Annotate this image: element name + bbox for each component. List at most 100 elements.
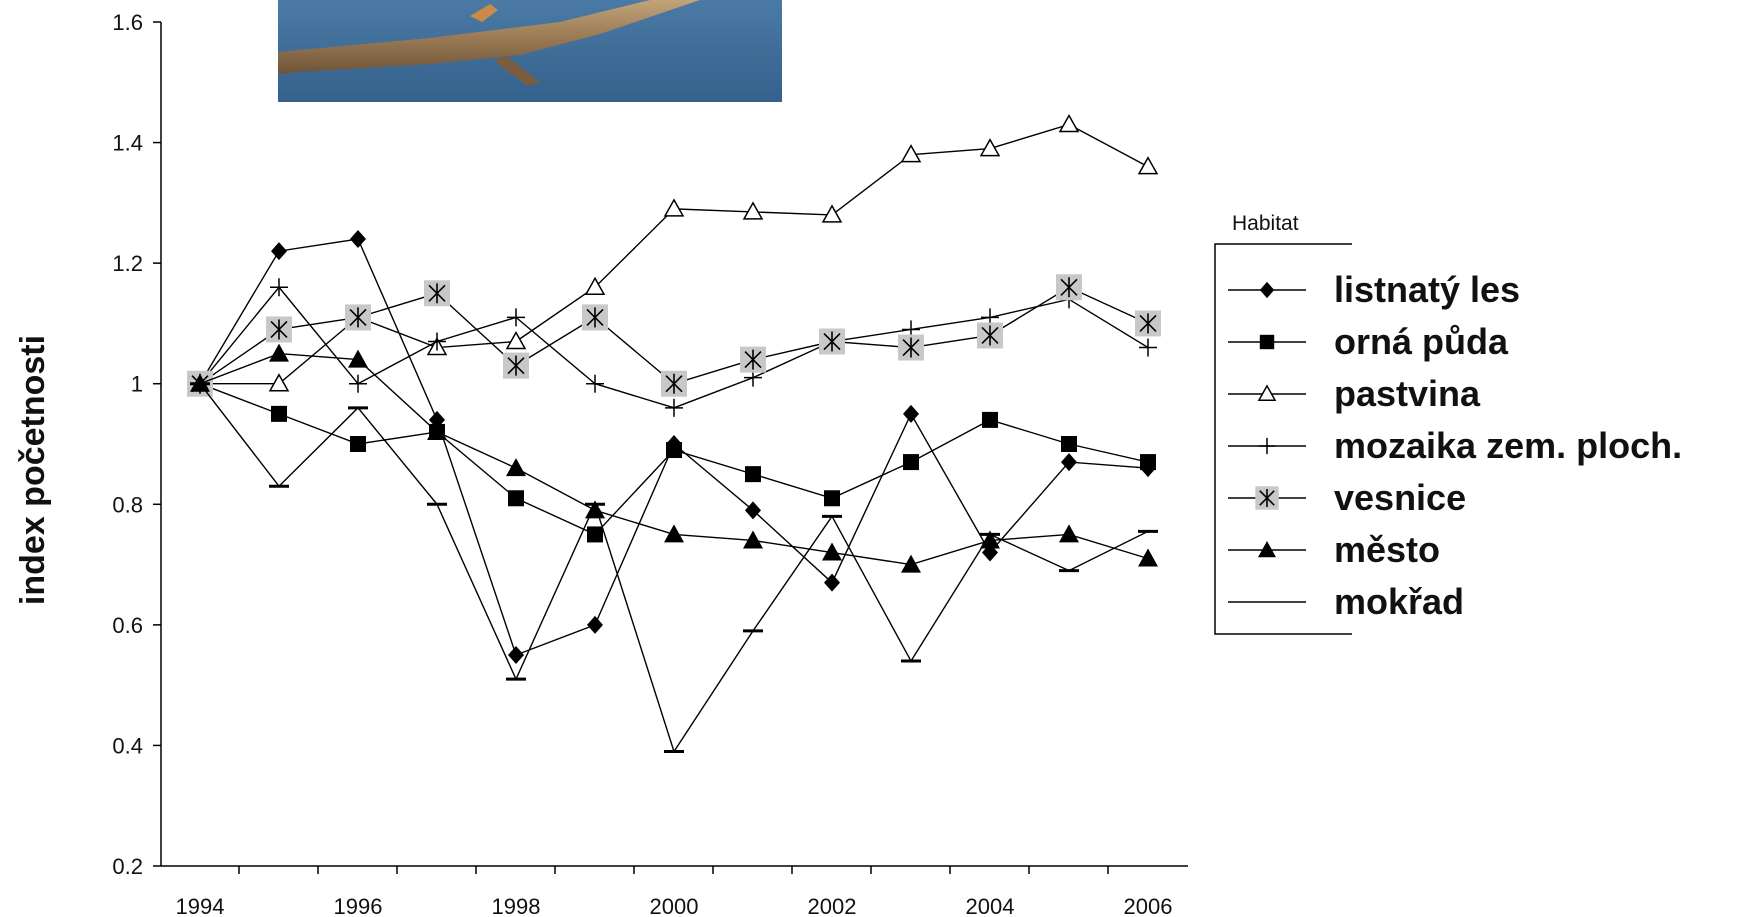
data-point [824,490,840,507]
x-tick-label: 2004 [966,894,1015,917]
data-point [1061,453,1077,472]
data-point [1139,338,1157,357]
data-point [508,490,524,507]
data-point [665,398,683,417]
legend-label: mokřad [1334,581,1464,622]
series-2 [189,113,1159,392]
y-tick-label: 0.8 [112,492,143,517]
legend-marker [1259,281,1275,299]
data-point [582,304,608,331]
legend-marker [1258,541,1276,558]
series-1 [192,375,1156,543]
series-6 [190,382,1158,754]
data-point [901,554,921,573]
data-point [269,343,289,362]
data-point [270,278,288,297]
x-tick-label: 1996 [334,894,383,917]
data-point [271,405,287,422]
data-point [427,421,447,440]
y-tick-label: 1 [131,372,143,397]
legend-title: Habitat [1232,212,1299,235]
data-point [587,615,603,634]
data-point [350,230,366,249]
x-tick-label: 2000 [650,894,699,917]
y-tick-label: 0.2 [112,854,143,879]
legend-label: pastvina [1334,373,1481,414]
data-point [1138,548,1158,567]
legend-marker [1255,486,1279,510]
series-layer [187,113,1161,754]
legend-marker [1258,437,1276,455]
data-point [345,304,371,331]
x-tick-label: 1998 [492,894,541,917]
axes: 0.2 0.4 0.6 0.8 1 1.2 1.4 1.6 1994 1996 1998 2000 20… [112,10,1188,917]
legend-label: vesnice [1334,477,1466,518]
data-point [349,374,367,393]
data-point [1061,436,1077,452]
data-point [742,201,764,220]
y-tick-label: 1.4 [112,131,143,156]
data-point [745,466,761,483]
data-point [1140,454,1156,471]
data-point [980,530,1000,549]
x-tick-label: 2002 [808,894,857,917]
data-point [819,328,845,355]
data-point [587,526,603,543]
data-point [743,530,763,549]
data-point [350,436,366,452]
legend-marker [1257,384,1277,402]
data-point [745,501,761,520]
data-point [271,242,287,261]
data-point [903,404,919,423]
data-point [505,330,527,350]
data-point [507,308,525,327]
legend-border [1214,243,1352,635]
data-point [1059,524,1079,543]
legend-label: město [1334,529,1440,570]
data-point [982,411,998,428]
data-point [903,454,919,471]
y-tick-label: 0.4 [112,733,143,758]
data-point [506,458,526,477]
branch-photo [278,0,782,102]
data-point [822,542,842,561]
series-line [200,123,1149,385]
data-point [979,138,1001,157]
x-tick-label: 1994 [176,894,225,917]
data-point [586,374,604,393]
data-point [977,322,1003,349]
series-4 [187,274,1161,397]
data-point [428,332,446,351]
data-point [1058,113,1080,133]
legend-label: listnatý les [1334,269,1520,310]
data-point [508,646,524,664]
data-point [266,316,292,343]
y-axis-label: index početnosti [14,335,52,605]
data-point [348,349,368,368]
y-tick-label: 1.6 [112,10,143,35]
y-tick-label: 0.6 [112,613,143,638]
x-tick-label: 2006 [1124,894,1173,917]
data-point [821,204,843,223]
data-point [663,198,685,217]
legend: Habitat listnatý les orná půda pastvina moza… [1214,212,1682,635]
data-point [503,352,529,379]
data-point [664,524,684,543]
y-tick-label: 1.2 [112,251,143,276]
legend-marker [1259,334,1275,350]
data-point [1137,156,1159,175]
data-point [268,373,290,392]
data-point [661,370,687,397]
data-point [740,346,766,373]
series-line [199,286,1149,385]
data-point [898,334,924,361]
data-point [1135,310,1161,337]
data-point [824,573,840,592]
data-point [666,442,682,459]
data-point [900,144,922,163]
legend-label: mozaika zem. ploch. [1334,425,1682,466]
data-point [424,280,450,307]
data-point [1056,274,1082,301]
data-point [584,276,606,296]
